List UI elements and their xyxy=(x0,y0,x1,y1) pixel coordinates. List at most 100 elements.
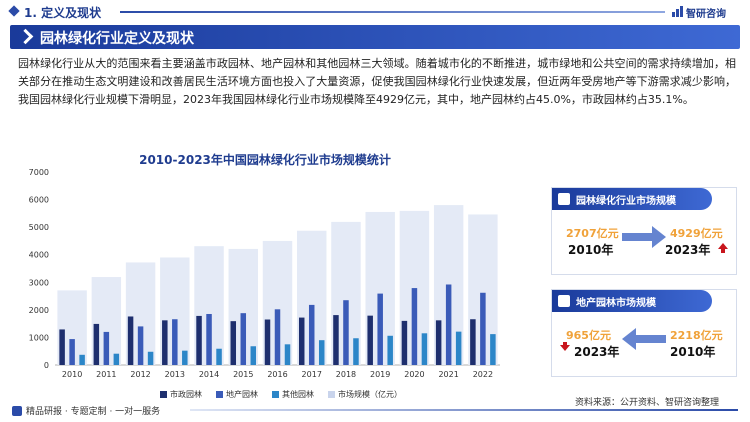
series-bar-1 xyxy=(206,313,212,365)
series-bar-0 xyxy=(59,329,65,365)
chart-legend: 市政园林 地产园林 其他园林 市场规模（亿元） xyxy=(160,388,402,400)
series-bar-0 xyxy=(435,320,442,365)
series-bar-0 xyxy=(93,323,100,365)
chart-icon xyxy=(558,193,570,205)
series-bar-2 xyxy=(284,344,291,365)
series-bar-2 xyxy=(113,353,120,365)
legend-label: 市政园林 xyxy=(170,389,202,399)
y-tick-label: 5000 xyxy=(29,223,49,232)
brand-logo: 智研咨询 xyxy=(686,9,726,20)
title-banner: 园林绿化行业定义及现状 xyxy=(10,25,740,49)
series-bar-0 xyxy=(401,320,408,365)
series-bar-2 xyxy=(455,331,462,365)
series-bar-2 xyxy=(79,354,85,365)
up-arrow-icon xyxy=(718,243,728,249)
x-tick-label: 2011 xyxy=(96,370,116,379)
card-header: 园林绿化行业市场规模 xyxy=(552,188,712,210)
series-bar-2 xyxy=(250,346,257,365)
series-bar-0 xyxy=(367,315,373,365)
footer-rule xyxy=(190,409,738,411)
legend-label: 地产园林 xyxy=(226,389,258,399)
chevron-right-icon xyxy=(17,28,34,45)
y-tick-label: 6000 xyxy=(29,196,49,205)
chart-title: 2010-2023年中国园林绿化行业市场规模统计 xyxy=(139,153,391,167)
x-tick-label: 2015 xyxy=(233,370,253,379)
card-left-value: 965亿元 xyxy=(566,329,611,342)
legend-swatch xyxy=(328,390,335,398)
series-bar-1 xyxy=(274,309,281,365)
series-bar-2 xyxy=(353,338,359,365)
series-bar-1 xyxy=(137,326,144,365)
tagline-text: 精品研报 · 专题定制 · 一对一服务 xyxy=(26,407,161,417)
footer-tagline: 精品研报 · 专题定制 · 一对一服务 xyxy=(12,404,160,417)
header-rule xyxy=(120,11,665,13)
series-bar-0 xyxy=(196,315,202,365)
y-tick-label: 2000 xyxy=(29,306,49,315)
card-title: 园林绿化行业市场规模 xyxy=(576,196,676,207)
legend-item: 市场规模（亿元） xyxy=(328,388,402,400)
series-bar-0 xyxy=(264,319,271,365)
legend-label: 市场规模（亿元） xyxy=(338,389,402,399)
x-tick-label: 2016 xyxy=(267,370,287,379)
card-title: 地产园林市场规模 xyxy=(576,298,656,309)
section-title: 1. 定义及现状 xyxy=(24,6,102,20)
card-left-year: 2010年 xyxy=(568,243,614,257)
x-tick-label: 2014 xyxy=(199,370,219,379)
industry-size-card: 园林绿化行业市场规模 2707亿元 2010年 4929亿元 2023年 xyxy=(551,187,737,275)
series-bar-0 xyxy=(162,320,168,365)
series-bar-1 xyxy=(240,313,247,365)
x-tick-label: 2019 xyxy=(370,370,390,379)
arrow-right-icon xyxy=(622,226,666,248)
series-bar-2 xyxy=(387,335,393,365)
report-icon xyxy=(12,405,22,416)
x-tick-label: 2021 xyxy=(438,370,458,379)
series-bar-0 xyxy=(470,319,476,365)
series-bar-1 xyxy=(480,292,486,365)
series-bar-2 xyxy=(421,333,428,365)
x-tick-label: 2012 xyxy=(130,370,150,379)
legend-item: 其他园林 xyxy=(272,388,314,400)
y-tick-label: 0 xyxy=(44,361,49,370)
legend-item: 地产园林 xyxy=(216,388,258,400)
top-bar: 1. 定义及现状 智研咨询 xyxy=(0,0,750,24)
series-bar-2 xyxy=(182,350,188,365)
card-right-year: 2010年 xyxy=(670,345,716,359)
series-bar-1 xyxy=(377,293,383,365)
card-right-year: 2023年 xyxy=(665,243,711,257)
chart-icon xyxy=(558,295,570,307)
x-tick-label: 2020 xyxy=(404,370,424,379)
series-bar-1 xyxy=(343,300,349,365)
x-tick-label: 2022 xyxy=(473,370,493,379)
down-arrow-stem xyxy=(563,342,567,346)
series-bar-2 xyxy=(216,348,222,365)
y-tick-label: 3000 xyxy=(29,278,49,287)
legend-swatch xyxy=(216,390,223,398)
diamond-icon xyxy=(8,5,20,17)
series-bar-1 xyxy=(445,284,452,365)
logo-bars-icon xyxy=(672,6,684,17)
page-title: 园林绿化行业定义及现状 xyxy=(40,31,194,47)
x-tick-label: 2010 xyxy=(62,370,82,379)
card-header: 地产园林市场规模 xyxy=(552,290,712,312)
series-bar-2 xyxy=(318,340,325,365)
card-right-value: 2218亿元 xyxy=(670,329,723,342)
legend-swatch xyxy=(272,390,279,398)
series-bar-0 xyxy=(230,321,237,365)
series-bar-1 xyxy=(69,339,75,365)
card-right-value: 4929亿元 xyxy=(670,227,723,240)
x-tick-label: 2018 xyxy=(336,370,356,379)
arrow-left-icon xyxy=(622,328,666,350)
y-tick-label: 4000 xyxy=(29,251,49,260)
series-bar-0 xyxy=(298,317,305,365)
series-bar-2 xyxy=(147,351,154,365)
card-left-year: 2023年 xyxy=(574,345,620,359)
legend-label: 其他园林 xyxy=(282,389,314,399)
series-bar-1 xyxy=(308,304,315,365)
x-tick-label: 2013 xyxy=(165,370,185,379)
y-tick-label: 1000 xyxy=(29,333,49,342)
series-bar-0 xyxy=(127,316,134,365)
legend-swatch xyxy=(160,390,167,398)
y-tick-label: 7000 xyxy=(29,168,49,177)
series-bar-1 xyxy=(103,331,110,365)
up-arrow-stem xyxy=(721,249,725,253)
